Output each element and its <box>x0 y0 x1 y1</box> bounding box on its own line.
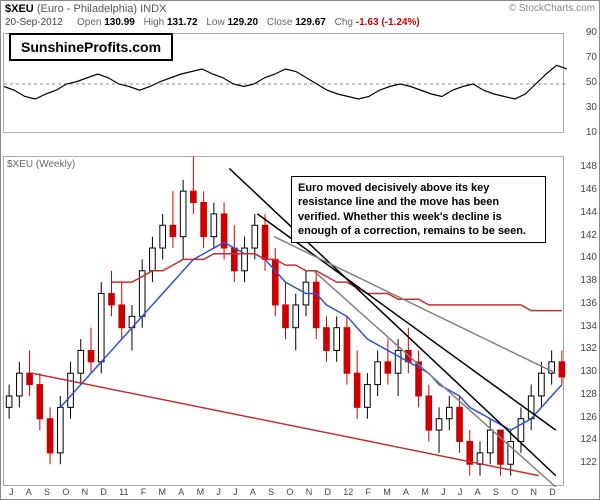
chart-date: 20-Sep-2012 <box>5 17 63 28</box>
ticker: $XEU <box>5 3 34 15</box>
ohlc-bar: Open 130.99 High 131.72 Low 129.20 Close… <box>71 17 420 28</box>
watermark: SunshineProfits.com <box>9 33 173 61</box>
x-axis: JASOND11FMAMJJASOND12FMAMJJASOND <box>1 487 564 497</box>
annotation-box: Euro moved decisively above its key resi… <box>291 176 546 243</box>
main-panel-label: $XEU (Weekly) <box>7 159 75 170</box>
ticker-desc: (Euro - Philadelphia) INDX <box>37 3 167 15</box>
attribution: © StockCharts.com <box>509 3 595 14</box>
